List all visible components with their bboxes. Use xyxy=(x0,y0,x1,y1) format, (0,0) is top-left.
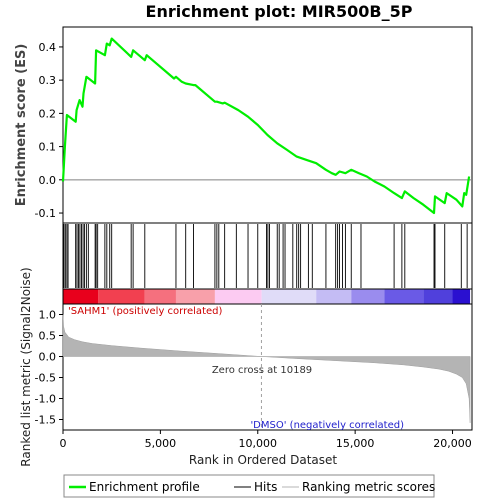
rank-bar-segment xyxy=(351,289,385,304)
positive-correlation-label: 'SAHM1' (positively correlated) xyxy=(68,306,222,317)
es-y-tick-label: 0.2 xyxy=(39,107,57,120)
metric-y-tick-label: 0.0 xyxy=(39,351,57,364)
legend-label-hits: Hits xyxy=(254,480,277,494)
rank-bar-segment xyxy=(384,289,424,304)
es-y-axis-label: Enrichment score (ES) xyxy=(14,44,29,207)
metric-y-tick-label: -0.5 xyxy=(35,372,56,385)
metric-y-tick-label: -1.0 xyxy=(35,393,56,406)
chart-title: Enrichment plot: MIR500B_5P xyxy=(146,2,413,21)
es-y-tick-label: 0.4 xyxy=(39,41,57,54)
rank-bar-segment xyxy=(214,289,262,304)
x-tick-label: 10,000 xyxy=(239,437,278,450)
es-panel: -0.1 0.0 0.1 0.2 0.3 0.4 Enrichment score (ES… xyxy=(14,26,473,224)
rank-bar-segment xyxy=(175,289,215,304)
rank-color-bar xyxy=(62,288,473,305)
x-tick-label: 5,000 xyxy=(145,437,177,450)
legend: Enrichment profile Hits Ranking metric s… xyxy=(63,474,435,498)
rank-bar-segment xyxy=(63,289,99,304)
rank-bar-segment xyxy=(261,289,317,304)
x-axis-label: Rank in Ordered Dataset xyxy=(189,453,337,467)
metric-y-tick-label: 1.0 xyxy=(39,309,57,322)
zero-cross-label: Zero cross at 10189 xyxy=(212,365,312,376)
ranking-metric-area xyxy=(62,314,471,423)
metric-panel: -1.5 -1.0 -0.5 0.0 0.5 1.0 Zero cross at 1018… xyxy=(19,267,473,467)
es-y-tick-label: 0.3 xyxy=(39,74,57,87)
legend-label-enrichment-profile: Enrichment profile xyxy=(89,480,200,494)
legend-label-ranking-metric: Ranking metric scores xyxy=(302,480,435,494)
rank-bar-segment xyxy=(144,289,176,304)
negative-correlation-label: 'DMSO' (negatively correlated) xyxy=(250,420,404,431)
rank-bar-segment xyxy=(452,289,471,304)
es-y-tick-label: 0.1 xyxy=(39,141,57,154)
metric-plot-area xyxy=(62,303,473,431)
metric-y-tick-label: 0.5 xyxy=(39,330,57,343)
rank-bar-segment xyxy=(423,289,453,304)
x-tick-label: 0 xyxy=(60,437,67,450)
rank-bar-segment xyxy=(98,289,145,304)
es-plot-area xyxy=(62,26,473,224)
enrichment-profile-line xyxy=(61,37,471,215)
x-axis: 0 5,000 10,000 15,000 20,000 xyxy=(60,430,472,450)
x-tick-label: 20,000 xyxy=(433,437,472,450)
es-y-tick-label: -0.1 xyxy=(35,207,56,220)
es-y-tick-label: 0.0 xyxy=(39,174,57,187)
metric-y-axis-label: Ranked list metric (Signal2Noise) xyxy=(19,267,33,466)
metric-y-tick-label: -1.5 xyxy=(35,414,56,427)
hits-panel xyxy=(62,222,473,290)
x-tick-label: 15,000 xyxy=(336,437,375,450)
rank-bar-segment xyxy=(316,289,352,304)
